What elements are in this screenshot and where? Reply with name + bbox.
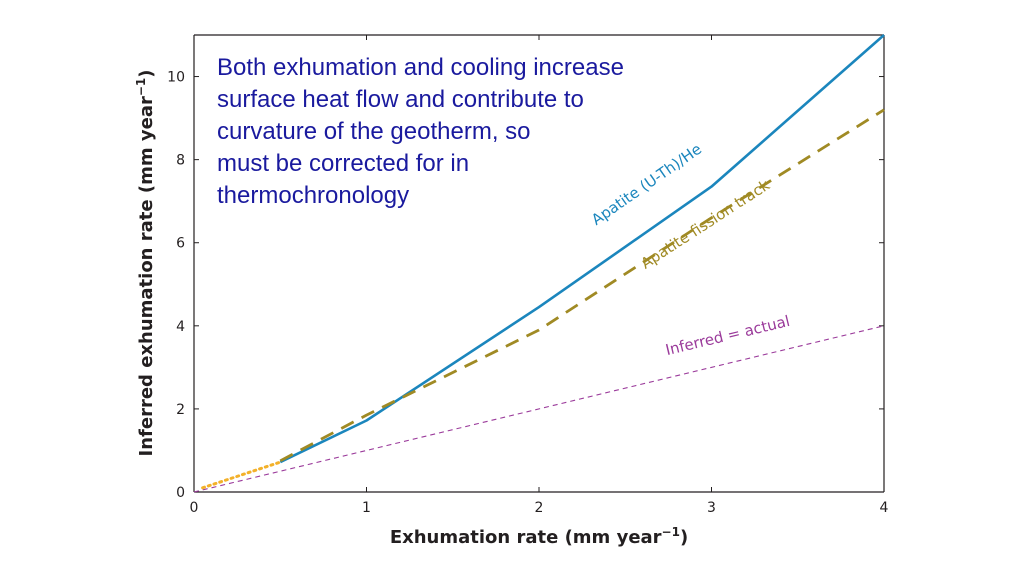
series-label-2: Inferred = actual [664,312,792,359]
x-axis-label: Exhumation rate (mm year−1) [390,525,688,548]
y-tick-label: 4 [176,319,185,335]
y-axis-label: Inferred exhumation rate (mm year−1) [134,70,157,457]
x-tick-label: 1 [362,500,371,516]
y-tick-label: 6 [176,236,185,252]
series-layer [193,34,885,493]
ticks: 0 1 2 3 4 0 2 4 6 8 10 [167,35,889,516]
x-tick-label: 3 [707,500,716,516]
y-tick-label: 10 [167,70,185,86]
series-line-1 [279,108,885,463]
annotation-text: Both exhumation and cooling increase sur… [217,54,624,209]
y-tick-label: 0 [176,485,185,501]
y-tick-label: 8 [176,153,185,169]
x-tick-label: 0 [190,500,199,516]
x-tick-label: 4 [880,500,889,516]
series-line-3 [201,460,282,490]
series-line-0 [279,34,885,464]
x-tick-label: 2 [535,500,544,516]
series-line-2 [193,325,885,493]
y-tick-label: 2 [176,402,185,418]
